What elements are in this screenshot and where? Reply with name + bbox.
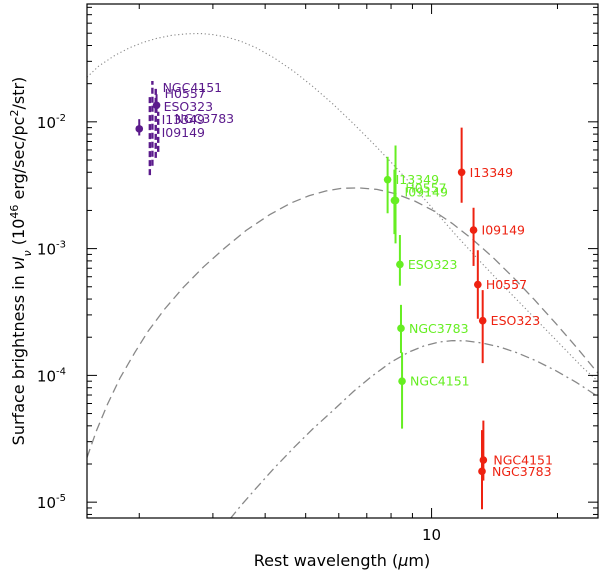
model-curves [87,32,598,518]
data-point [478,467,486,476]
data-point [474,280,482,289]
point-label: I09149 [162,125,205,140]
x-axis-title: Rest wavelength (μm) [254,551,430,570]
point-label: NGC4151 [163,80,223,95]
point-label: NGC3783 [409,321,469,336]
point-label: I13349 [162,112,205,127]
point-label: I13349 [470,165,513,180]
dashdot-model-curve [229,339,598,518]
data-point [391,196,400,205]
data-point [398,377,406,385]
data-point [152,101,161,110]
y-tick-label: 10-3 [37,240,66,259]
x-tick-label: 10 [422,526,441,544]
axis-tick-labels: 10 10-5 10-4 10-3 10-2 [37,113,441,544]
point-label: NGC4151 [493,453,553,468]
dotted-model-curve [87,32,598,382]
y-tick-label: 10-5 [37,493,66,512]
data-point [469,226,478,234]
y-axis-title: Surface brightness in νIν (1046 erg/sec/… [8,77,34,446]
point-label: H0557 [165,86,206,101]
data-point [397,324,405,333]
point-label: NGC3783 [492,464,552,479]
data-point [396,260,404,269]
y-tick-label: 10-2 [37,113,66,132]
point-label: NGC4151 [410,374,470,389]
data-point [135,125,144,133]
y-tick-label: 10-4 [37,366,66,385]
point-labels: NGC4151H0557ESO323I13349I09149NGC3783I13… [162,80,553,479]
point-label: NGC3783 [175,111,235,126]
point-label: ESO323 [164,99,214,114]
point-label: ESO323 [408,257,458,272]
point-label: H0557 [486,277,527,292]
data-point [479,456,488,464]
axis-ticks [87,4,598,518]
point-label: ESO323 [491,313,541,328]
point-label: I09149 [405,184,448,199]
point-label: H0557 [405,180,446,195]
point-label: I13349 [396,172,439,187]
data-point [457,168,466,177]
data-point [478,316,487,325]
data-markers [135,101,488,476]
point-label: I09149 [482,223,525,238]
dashed-model-curve [87,187,598,458]
data-point [383,175,392,184]
